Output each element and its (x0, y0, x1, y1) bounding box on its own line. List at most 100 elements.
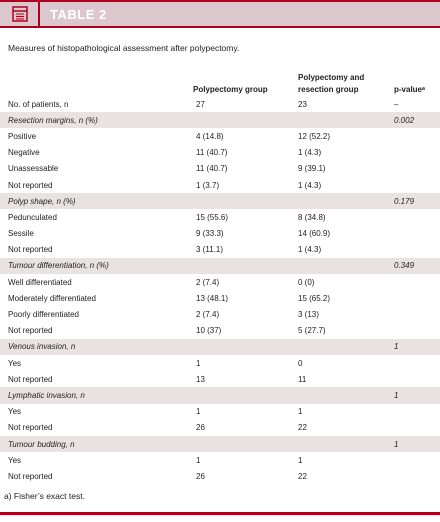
cell-polypectomy: 11 (40.7) (196, 148, 228, 158)
row-label: Polyp shape, n (%) (8, 196, 76, 206)
table-row: Unassessable 11 (40.7) 9 (39.1) (0, 161, 440, 177)
cell-resection: 14 (60.9) (298, 229, 331, 239)
table-row: Well differentiated 2 (7.4) 0 (0) (0, 274, 440, 290)
row-label: Unassessable (8, 164, 59, 174)
cell-polypectomy: 1 (196, 358, 201, 368)
table-row: Not reported 1 (3.7) 1 (4.3) (0, 177, 440, 193)
section-row: Resection margins, n (%) 0.002 (0, 112, 440, 129)
cell-resection: 12 (52.2) (298, 131, 331, 141)
column-header-polypectomy: Polypectomy group (193, 85, 268, 94)
table-row: Yes 1 1 (0, 404, 440, 420)
cell-polypectomy: 15 (55.6) (196, 212, 229, 222)
section-row: Polyp shape, n (%) 0.179 (0, 193, 440, 210)
cell-pvalue: 0.002 (394, 115, 415, 125)
table-row: Not reported 26 22 (0, 420, 440, 436)
row-label: Not reported (8, 471, 53, 481)
row-label: Not reported (8, 180, 53, 190)
cell-resection: 15 (65.2) (298, 293, 331, 303)
cell-polypectomy: 1 (196, 455, 201, 465)
row-label: Not reported (8, 326, 53, 336)
table-icon (8, 4, 32, 24)
cell-resection: 9 (39.1) (298, 164, 326, 174)
cell-polypectomy: 2 (7.4) (196, 310, 220, 320)
cell-polypectomy: 26 (196, 471, 205, 481)
table-row: Not reported 26 22 (0, 468, 440, 484)
row-label: Not reported (8, 245, 53, 255)
row-label: Yes (8, 455, 22, 465)
table-title: TABLE 2 (50, 6, 107, 22)
table-footnote: a) Fisher’s exact test. (4, 491, 85, 501)
cell-polypectomy: 3 (11.1) (196, 245, 223, 255)
table-row: Yes 1 0 (0, 355, 440, 371)
table-row: Not reported 10 (37) 5 (27.7) (0, 323, 440, 339)
cell-resection: 0 (0) (298, 277, 315, 287)
table-row: Not reported 13 11 (0, 371, 440, 387)
cell-polypectomy: 9 (33.3) (196, 229, 224, 239)
row-label: Sessile (8, 229, 34, 239)
cell-resection: 3 (13) (298, 310, 319, 320)
table-header-bar: TABLE 2 (0, 0, 440, 28)
table-row: Positive 4 (14.8) 12 (52.2) (0, 128, 440, 144)
row-label: Well differentiated (8, 277, 72, 287)
table-row: Negative 11 (40.7) 1 (4.3) (0, 145, 440, 161)
row-label: Pedunculated (8, 212, 57, 222)
cell-polypectomy: 27 (196, 99, 205, 109)
section-row: Tumour budding, n 1 (0, 435, 440, 453)
section-row: Venous invasion, n 1 (0, 338, 440, 355)
row-label: Tumour budding, n (8, 439, 75, 449)
cell-polypectomy: 11 (40.7) (196, 164, 228, 174)
cell-polypectomy: 4 (14.8) (196, 131, 224, 141)
cell-polypectomy: 10 (37) (196, 326, 222, 336)
row-label: Negative (8, 148, 40, 158)
cell-resection: 1 (298, 407, 303, 417)
row-label: Not reported (8, 374, 53, 384)
row-label: Tumour differentiation, n (%) (8, 261, 109, 271)
column-header-pvalue: p-valueᵃ (394, 85, 426, 94)
cell-pvalue: 1 (394, 390, 399, 400)
row-label: No. of patients, n (8, 99, 69, 109)
section-row: Tumour differentiation, n (%) 0.349 (0, 257, 440, 275)
cell-resection: 11 (298, 374, 307, 384)
column-header-resection-line2: resection group (298, 85, 359, 94)
table-row: Moderately differentiated 13 (48.1) 15 (65… (0, 290, 440, 306)
row-label: Resection margins, n (%) (8, 115, 98, 125)
row-label: Poorly differentiated (8, 310, 80, 320)
cell-polypectomy: 2 (7.4) (196, 277, 220, 287)
cell-resection: 1 (4.3) (298, 245, 322, 255)
section-row: Lymphatic invasion, n 1 (0, 387, 440, 404)
table-row: Pedunculated 15 (55.6) 8 (34.8) (0, 209, 440, 225)
row-label: Positive (8, 131, 37, 141)
cell-resection: 1 (4.3) (298, 148, 322, 158)
row-label: Lymphatic invasion, n (8, 390, 85, 400)
bottom-divider (0, 512, 440, 515)
cell-resection: 22 (298, 423, 307, 433)
cell-polypectomy: 26 (196, 423, 205, 433)
table-row: Not reported 3 (11.1) 1 (4.3) (0, 242, 440, 258)
cell-resection: 0 (298, 358, 303, 368)
row-label: Venous invasion, n (8, 342, 76, 352)
cell-polypectomy: 13 (196, 374, 205, 384)
cell-pvalue: 1 (394, 342, 399, 352)
cell-resection: 5 (27.7) (298, 326, 326, 336)
table-row: No. of patients, n 27 23 – (0, 96, 440, 112)
cell-pvalue: 0.349 (394, 261, 415, 271)
row-label: Not reported (8, 423, 53, 433)
table-row: Yes 1 1 (0, 452, 440, 468)
row-label: Yes (8, 358, 22, 368)
cell-resection: 1 (298, 455, 303, 465)
table-caption: Measures of histopathological assessment… (8, 43, 240, 53)
cell-resection: 23 (298, 99, 307, 109)
cell-resection: 22 (298, 471, 307, 481)
column-header-resection-line1: Polypectomy and (298, 73, 365, 82)
row-label: Moderately differentiated (8, 293, 96, 303)
table-row: Sessile 9 (33.3) 14 (60.9) (0, 226, 440, 242)
table-body: No. of patients, n 27 23 – Resection margins… (0, 96, 440, 485)
table-row: Poorly differentiated 2 (7.4) 3 (13) (0, 306, 440, 322)
header-separator (38, 0, 40, 28)
cell-resection: 1 (4.3) (298, 180, 322, 190)
row-label: Yes (8, 407, 22, 417)
cell-polypectomy: 1 (196, 407, 201, 417)
cell-polypectomy: 1 (3.7) (196, 180, 220, 190)
cell-pvalue: 1 (394, 439, 399, 449)
cell-resection: 8 (34.8) (298, 212, 326, 222)
